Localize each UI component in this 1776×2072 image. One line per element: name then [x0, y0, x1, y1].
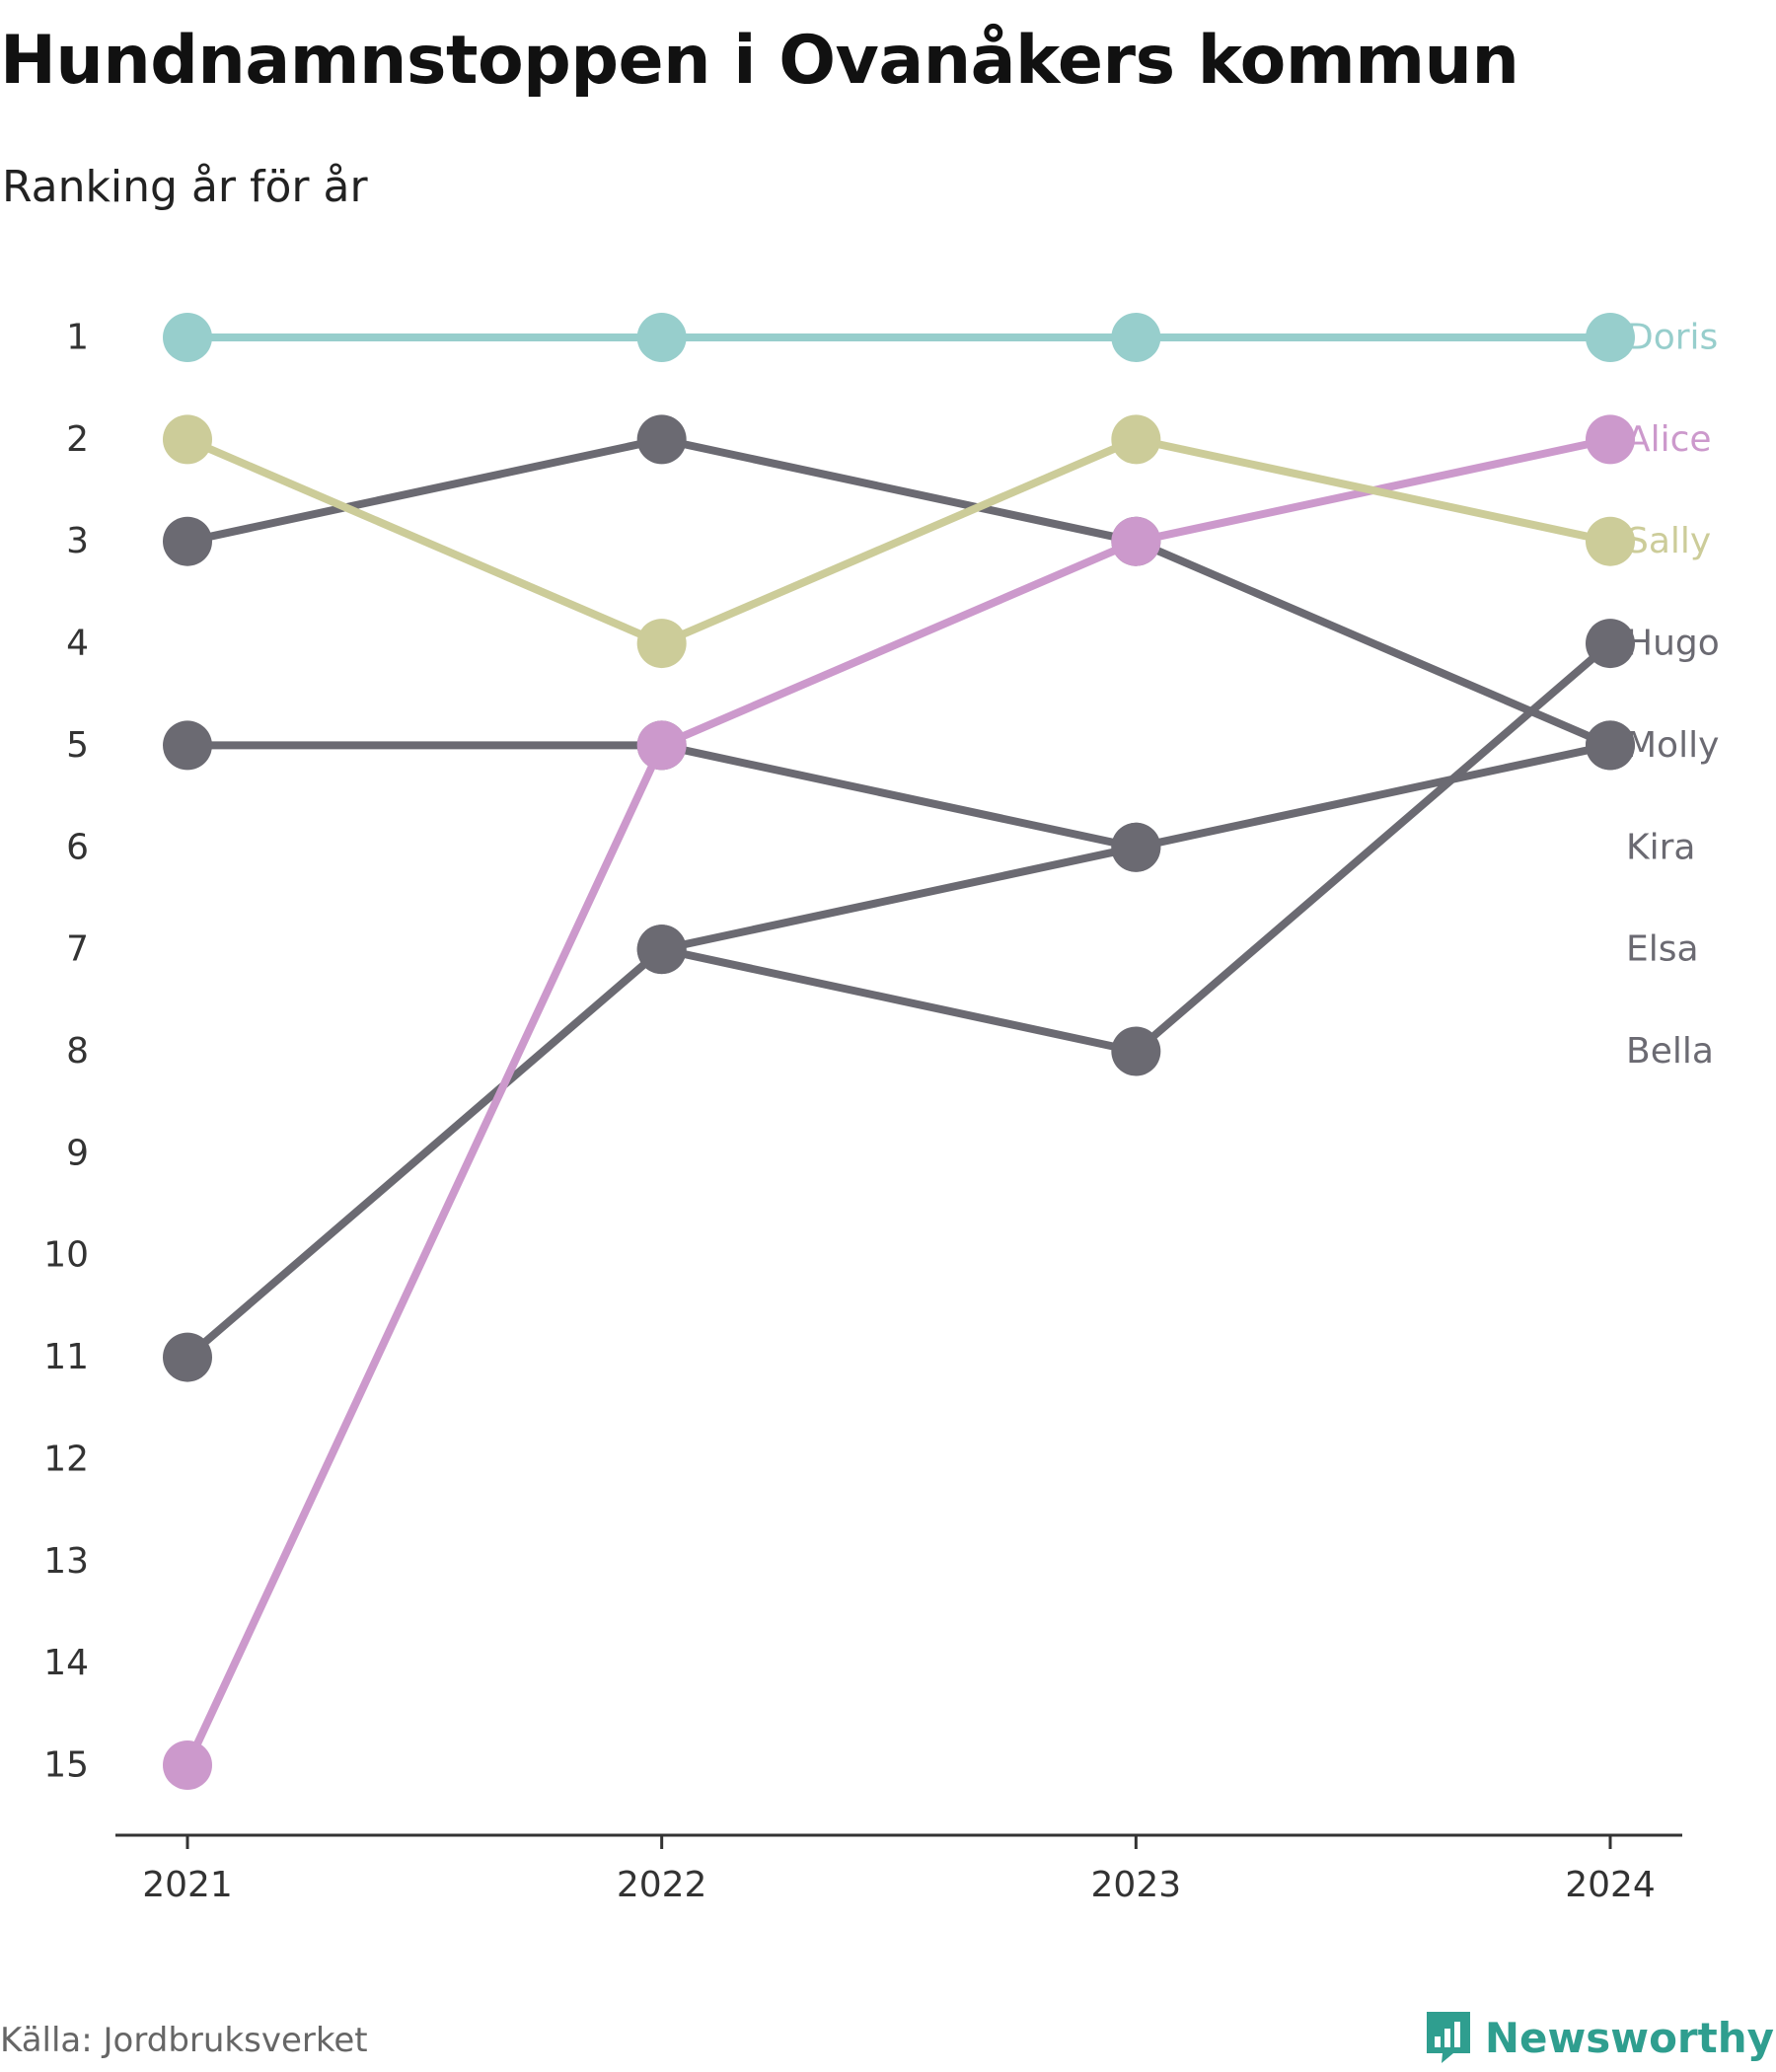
brand-logo: Newsworthy	[1424, 2009, 1774, 2066]
data-point-elsa	[1111, 822, 1161, 872]
series-line-molly	[657, 435, 1141, 546]
y-tick-label: 8	[66, 1031, 89, 1072]
series-elsa	[636, 720, 1635, 975]
data-point-doris	[636, 313, 687, 362]
y-tick-label: 2	[66, 419, 89, 460]
y-tick-label: 4	[66, 624, 89, 664]
x-tick-label: 2023	[1091, 1865, 1182, 1905]
series-line-alice	[657, 537, 1141, 750]
y-tick-label: 15	[43, 1745, 89, 1786]
data-point-alice	[1586, 414, 1635, 465]
data-point-doris	[1586, 313, 1635, 362]
data-point-kira	[163, 720, 212, 771]
source-note: Källa: Jordbruksverket	[0, 2021, 368, 2060]
data-point-sally	[636, 619, 687, 669]
series-line-sally	[657, 435, 1141, 648]
bar-chart-speech-bubble-icon	[1426, 2012, 1470, 2063]
y-tick-label: 13	[43, 1541, 89, 1582]
end-label-elsa: Elsa	[1626, 929, 1699, 970]
end-labels: Doris Alice Sally Hugo Molly Kira Elsa Bella	[1626, 318, 1720, 1073]
series-line-sally	[184, 435, 666, 648]
end-label-doris: Doris	[1626, 318, 1718, 358]
y-tick-label: 11	[43, 1337, 89, 1377]
data-point-hugo	[163, 1332, 212, 1382]
series-line-kira	[657, 741, 1141, 851]
data-point-sally	[163, 414, 212, 465]
end-label-sally: Sally	[1626, 521, 1711, 561]
y-tick-label: 1	[66, 318, 89, 358]
data-point-molly	[636, 414, 687, 465]
end-label-kira: Kira	[1626, 827, 1695, 867]
y-tick-label: 14	[43, 1643, 89, 1683]
series-line-elsa	[1132, 741, 1614, 851]
data-point-hugo	[1586, 619, 1635, 669]
series-line-molly	[1132, 537, 1614, 750]
series-line-alice	[184, 741, 666, 1769]
series-line-hugo	[184, 945, 666, 1362]
series-alice	[163, 414, 1635, 1790]
x-tick-label: 2024	[1565, 1865, 1656, 1905]
end-label-molly: Molly	[1626, 725, 1719, 766]
y-tick-label: 5	[66, 725, 89, 766]
data-point-molly	[163, 516, 212, 566]
data-point-hugo	[1111, 1026, 1161, 1076]
y-tick-label: 3	[66, 521, 89, 561]
x-axis: 2021 2022 2023 2024	[115, 1833, 1682, 1905]
end-label-hugo: Hugo	[1626, 624, 1720, 664]
y-tick-label: 9	[66, 1133, 89, 1173]
chart-title: Hundnamnstoppen i Ovanåkers kommun	[0, 22, 1519, 100]
y-tick-label: 10	[43, 1235, 89, 1276]
y-tick-label: 6	[66, 827, 89, 867]
series-molly	[163, 414, 1635, 771]
y-tick-label: 12	[43, 1439, 89, 1479]
series-layer	[163, 313, 1635, 1790]
series-line-molly	[184, 435, 666, 546]
brand-name: Newsworthy	[1484, 2013, 1774, 2062]
data-point-alice	[636, 720, 687, 771]
chart-subtitle: Ranking år för år	[2, 162, 368, 212]
data-point-alice	[1111, 516, 1161, 566]
y-tick-label: 7	[66, 929, 89, 970]
series-line-elsa	[657, 843, 1141, 954]
data-point-sally	[1111, 414, 1161, 465]
x-tick-label: 2021	[142, 1865, 233, 1905]
data-point-doris	[163, 313, 212, 362]
series-line-hugo	[1132, 639, 1614, 1056]
data-point-sally	[1586, 516, 1635, 566]
data-point-elsa	[636, 925, 687, 975]
series-line-sally	[1132, 435, 1614, 546]
end-label-bella: Bella	[1626, 1031, 1714, 1072]
series-sally	[163, 414, 1635, 669]
series-doris	[163, 313, 1635, 362]
series-line-hugo	[657, 945, 1141, 1056]
data-point-alice	[163, 1740, 212, 1790]
x-tick-label: 2022	[617, 1865, 707, 1905]
data-point-doris	[1111, 313, 1161, 362]
series-hugo	[163, 619, 1635, 1382]
data-point-elsa	[1586, 720, 1635, 771]
end-label-alice: Alice	[1626, 419, 1712, 460]
